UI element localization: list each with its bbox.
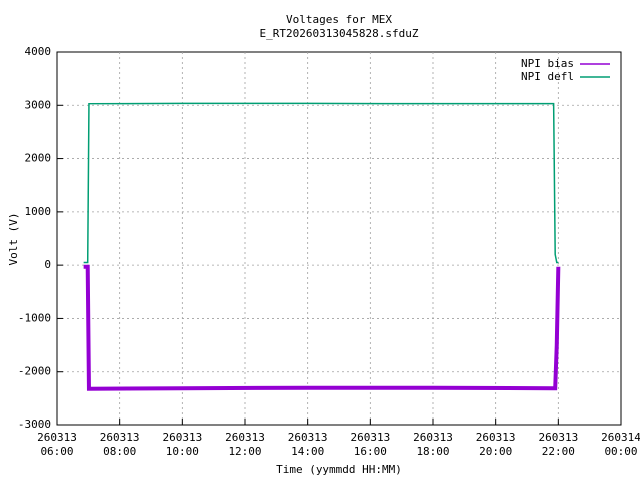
y-tick-label: 0: [44, 258, 51, 271]
x-tick-label: 260314 00:00: [601, 431, 640, 458]
y-tick-label: 1000: [25, 205, 52, 218]
chart-subtitle: E_RT20260313045828.sfduZ: [260, 27, 419, 40]
legend-label: NPI defl: [521, 70, 574, 83]
x-tick-label: 260313 12:00: [225, 431, 265, 458]
y-axis-label: Volt (V): [7, 213, 20, 266]
series-line: [83, 102, 559, 264]
x-tick-label: 260313 16:00: [350, 431, 390, 458]
x-tick-label: 260313 08:00: [100, 431, 140, 458]
y-tick-label: 2000: [25, 152, 52, 165]
legend-label: NPI bias: [521, 57, 574, 70]
series-line: [83, 264, 561, 391]
x-tick-label: 260313 20:00: [476, 431, 516, 458]
y-tick-label: -2000: [18, 365, 51, 378]
y-tick-label: 3000: [25, 98, 52, 111]
y-tick-label: -1000: [18, 311, 51, 324]
x-axis-label: Time (yymmdd HH:MM): [276, 463, 402, 476]
x-tick-label: 260313 18:00: [413, 431, 453, 458]
plot-frame: [56, 51, 622, 426]
y-tick-label: 4000: [25, 45, 52, 58]
y-tick-label: -3000: [18, 418, 51, 431]
x-tick-label: 260313 22:00: [538, 431, 578, 458]
chart-title: Voltages for MEX: [286, 13, 392, 26]
x-tick-label: 260313 10:00: [162, 431, 202, 458]
x-tick-label: 260313 06:00: [37, 431, 77, 458]
x-tick-label: 260313 14:00: [288, 431, 328, 458]
